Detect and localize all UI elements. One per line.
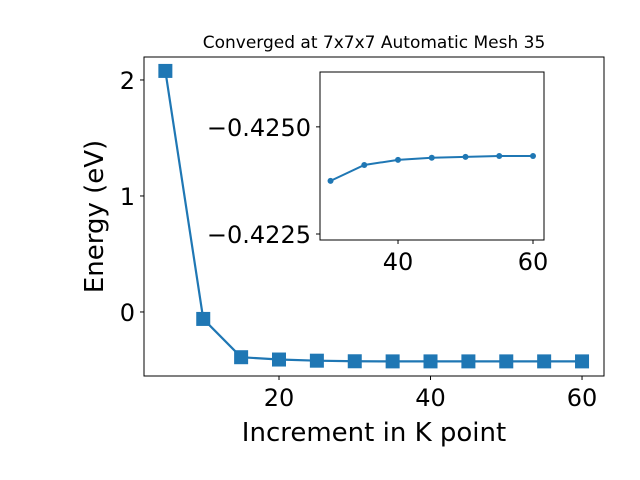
data-point [575,354,590,369]
x-tick-label: 20 [264,384,295,412]
chart-title: Converged at 7x7x7 Automatic Mesh 35 [203,33,546,53]
x-tick-label: 60 [518,248,549,276]
x-tick-label: 40 [383,248,414,276]
data-point [395,156,402,163]
data-point [423,354,438,369]
data-point [499,354,514,369]
data-point [196,311,211,326]
data-point [496,153,503,159]
data-point [385,354,400,369]
y-tick-label: 0 [120,299,135,327]
x-axis-label: Increment in K point [242,418,506,448]
data-point [461,354,476,369]
data-point [537,354,552,369]
data-point [272,352,286,367]
y-tick-label: −0.4225 [207,221,311,249]
data-point [327,177,334,184]
x-tick-label: 60 [567,384,598,412]
data-point [347,354,362,369]
y-tick-label: 2 [120,67,135,95]
x-tick-label: 40 [415,384,446,412]
data-point [309,353,324,368]
data-point [234,350,249,365]
data-point [462,153,469,160]
data-point [529,153,536,159]
y-tick-label: 1 [120,183,135,211]
data-point [428,154,435,161]
data-point [158,63,173,78]
y-axis-label: Energy (eV) [80,140,110,293]
data-point [361,162,368,168]
y-tick-label: −0.4250 [207,114,311,142]
